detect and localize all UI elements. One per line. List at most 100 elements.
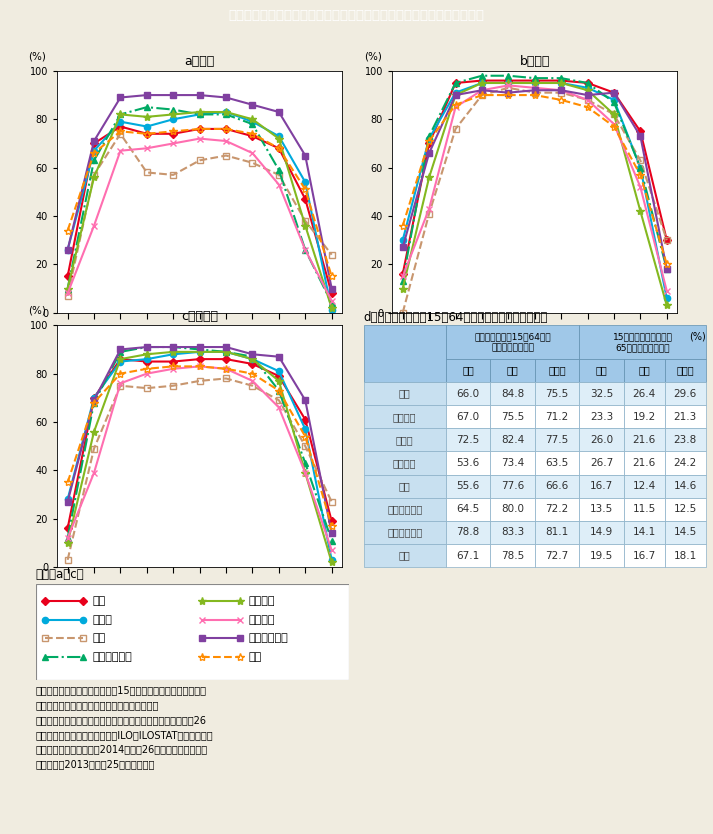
Text: （備考）１．「労働力率」は，15歳以上人口に占める労働力人
　　　　　口（就業者＋完全失業者）の割合。
　　　２．日本は総務省「労働力調査（基本集計）」（平成2: （備考）１．「労働力率」は，15歳以上人口に占める労働力人 口（就業者＋完全失業… (36, 686, 213, 769)
FancyBboxPatch shape (364, 521, 446, 544)
FancyBboxPatch shape (624, 475, 665, 498)
Text: フランス: フランス (393, 412, 416, 422)
Text: 24.2: 24.2 (674, 458, 697, 468)
FancyBboxPatch shape (665, 382, 706, 405)
FancyBboxPatch shape (665, 475, 706, 498)
Text: 男性: 男性 (638, 365, 650, 375)
FancyBboxPatch shape (665, 544, 706, 567)
Text: 26.0: 26.0 (590, 435, 613, 445)
Text: 84.8: 84.8 (501, 389, 524, 399)
Text: 米国: 米国 (249, 652, 262, 662)
FancyBboxPatch shape (491, 498, 535, 521)
Text: 53.6: 53.6 (456, 458, 480, 468)
Text: 78.5: 78.5 (501, 550, 524, 560)
Text: 83.3: 83.3 (501, 527, 524, 537)
Text: (%): (%) (29, 305, 46, 315)
Text: 19.2: 19.2 (632, 412, 656, 422)
FancyBboxPatch shape (535, 451, 579, 475)
FancyBboxPatch shape (624, 405, 665, 429)
FancyBboxPatch shape (446, 451, 491, 475)
Text: イタリア: イタリア (249, 615, 275, 625)
Text: 73.4: 73.4 (501, 458, 524, 468)
FancyBboxPatch shape (579, 521, 624, 544)
Text: 14.5: 14.5 (674, 527, 697, 537)
Text: ドイツ: ドイツ (396, 435, 414, 445)
Text: 21.3: 21.3 (674, 412, 697, 422)
Text: 12.4: 12.4 (632, 481, 656, 491)
FancyBboxPatch shape (579, 498, 624, 521)
FancyBboxPatch shape (491, 359, 535, 382)
Text: 15歳以上人口に占める
65歳以上人口の割合: 15歳以上人口に占める 65歳以上人口の割合 (612, 333, 672, 352)
Text: 14.1: 14.1 (632, 527, 656, 537)
FancyBboxPatch shape (446, 325, 579, 359)
Text: ドイツ: ドイツ (92, 615, 112, 625)
FancyBboxPatch shape (491, 475, 535, 498)
Text: 14.9: 14.9 (590, 527, 613, 537)
Text: 18.1: 18.1 (674, 550, 697, 560)
FancyBboxPatch shape (364, 429, 446, 451)
FancyBboxPatch shape (665, 429, 706, 451)
FancyBboxPatch shape (446, 544, 491, 567)
FancyBboxPatch shape (579, 359, 624, 382)
FancyBboxPatch shape (364, 544, 446, 567)
FancyBboxPatch shape (364, 382, 446, 405)
FancyBboxPatch shape (535, 429, 579, 451)
FancyBboxPatch shape (364, 325, 446, 382)
Text: 12.5: 12.5 (674, 505, 697, 515)
Text: (%): (%) (364, 51, 381, 61)
FancyBboxPatch shape (535, 359, 579, 382)
Text: シンガポール: シンガポール (92, 652, 132, 662)
Text: 29.6: 29.6 (674, 389, 697, 399)
Text: 日本: 日本 (399, 389, 411, 399)
Text: 11.5: 11.5 (632, 505, 656, 515)
FancyBboxPatch shape (579, 325, 706, 359)
Text: 77.6: 77.6 (501, 481, 524, 491)
Text: 14.6: 14.6 (674, 481, 697, 491)
Title: b．男性: b．男性 (520, 55, 550, 68)
Text: 生産年齢人口（15～64歳）
における労働力率: 生産年齢人口（15～64歳） における労働力率 (474, 333, 551, 352)
Text: 13.5: 13.5 (590, 505, 613, 515)
FancyBboxPatch shape (491, 544, 535, 567)
FancyBboxPatch shape (446, 382, 491, 405)
Text: イタリア: イタリア (393, 458, 416, 468)
FancyBboxPatch shape (535, 498, 579, 521)
FancyBboxPatch shape (579, 451, 624, 475)
Text: 72.2: 72.2 (545, 505, 569, 515)
FancyBboxPatch shape (579, 429, 624, 451)
Text: 23.8: 23.8 (674, 435, 697, 445)
Text: 67.0: 67.0 (456, 412, 480, 422)
Text: 23.3: 23.3 (590, 412, 613, 422)
Text: 19.5: 19.5 (590, 550, 613, 560)
FancyBboxPatch shape (446, 475, 491, 498)
FancyBboxPatch shape (535, 544, 579, 567)
Title: a．女性: a．女性 (185, 55, 215, 68)
Text: 32.5: 32.5 (590, 389, 613, 399)
Text: 75.5: 75.5 (501, 412, 524, 422)
FancyBboxPatch shape (579, 382, 624, 405)
Text: 米国: 米国 (399, 550, 411, 560)
FancyBboxPatch shape (665, 359, 706, 382)
FancyBboxPatch shape (624, 451, 665, 475)
Text: 26.7: 26.7 (590, 458, 613, 468)
FancyBboxPatch shape (535, 475, 579, 498)
FancyBboxPatch shape (624, 521, 665, 544)
Text: 72.7: 72.7 (545, 550, 569, 560)
Text: 82.4: 82.4 (501, 435, 524, 445)
Title: c．男女計: c．男女計 (181, 309, 218, 323)
FancyBboxPatch shape (446, 359, 491, 382)
Text: 凡例（a～c）: 凡例（a～c） (36, 568, 84, 581)
Text: 72.5: 72.5 (456, 435, 480, 445)
FancyBboxPatch shape (491, 405, 535, 429)
Text: スウェーデン: スウェーデン (387, 527, 422, 537)
Text: 16.7: 16.7 (590, 481, 613, 491)
FancyBboxPatch shape (446, 405, 491, 429)
FancyBboxPatch shape (535, 382, 579, 405)
FancyBboxPatch shape (364, 498, 446, 521)
Text: 80.0: 80.0 (501, 505, 524, 515)
FancyBboxPatch shape (491, 451, 535, 475)
Text: (%): (%) (689, 332, 706, 342)
FancyBboxPatch shape (624, 544, 665, 567)
Text: 日本: 日本 (92, 596, 106, 606)
Text: 63.5: 63.5 (545, 458, 569, 468)
FancyBboxPatch shape (446, 521, 491, 544)
